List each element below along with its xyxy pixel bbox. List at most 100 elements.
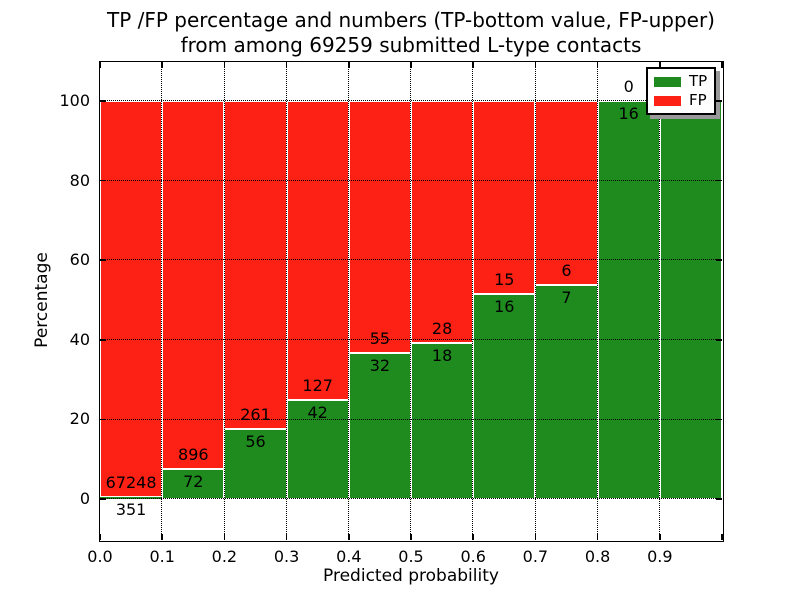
x-tick-mark [410,534,412,540]
y-tick-mark [716,498,722,500]
bar-segment-tp [411,343,474,499]
x-tick-label: 0.9 [647,547,673,566]
x-tick-mark [410,62,412,68]
bar-segment-tp [286,400,349,499]
y-tick-mark [100,418,106,421]
x-tick-mark [161,534,163,540]
bar-segment-tp [100,496,163,499]
legend-label-fp: FP [689,91,707,109]
y-tick-label: 60 [69,250,90,270]
gridline-horizontal [100,498,722,500]
x-tick-label: 0.5 [398,547,424,566]
bar-segment-tp [473,293,536,499]
x-tick-mark [596,534,599,540]
bar-segment-tp [535,284,598,499]
bar-label-fp: 55 [369,328,391,348]
x-tick-label: 0.7 [522,547,549,566]
gridline-horizontal [100,418,722,420]
x-tick-mark [659,534,661,540]
x-tick-mark [285,534,288,540]
y-tick-label: 0 [79,489,90,508]
y-tick-label: 40 [69,329,90,349]
bar-label-fp: 15 [494,269,515,289]
x-tick-label: 0.6 [460,547,486,566]
chart-title-line2: from among 69259 submitted L-type contac… [180,33,642,57]
y-tick-mark [716,339,722,341]
bar-label-tp: 351 [115,499,147,519]
gridline-vertical [472,62,474,540]
x-tick-mark [223,62,226,68]
gridline-horizontal [100,179,722,181]
plot-area: TP FP 67248 351 896 72 261 56 127 42 55 32 28 18 15 1… [98,60,724,542]
gridline-vertical [223,62,225,540]
bar-label-fp: 67248 [105,472,157,492]
chart-title: TP /FP percentage and numbers (TP-bottom… [90,8,732,58]
bar-segment-fp [411,101,474,344]
x-tick-mark [534,534,537,540]
y-tick-mark [100,339,106,341]
x-tick-label: 0.0 [87,547,113,566]
bar-segment-fp [535,101,598,285]
bar-label-tp: 16 [618,104,639,123]
y-tick-mark [716,259,722,261]
bar-segment-tp [597,101,660,499]
gridline-vertical [348,62,350,540]
x-tick-label: 0.3 [273,547,300,566]
x-tick-mark [659,62,661,68]
bar-label-tp: 7 [561,287,572,307]
y-tick-mark [100,100,106,102]
x-tick-label: 0.1 [149,547,175,566]
bar-label-tp: 56 [245,431,266,451]
y-tick-label: 80 [69,170,90,190]
gridline-horizontal [100,259,722,261]
bar-label-fp: 28 [431,319,453,339]
x-tick-mark [285,62,288,68]
bar-label-tp: 18 [431,346,453,366]
bar-segment-fp [473,101,536,294]
gridline-vertical [659,62,661,540]
bar-segment-fp [286,101,349,401]
legend-swatch-fp [654,95,681,106]
gridline-vertical [285,62,287,540]
y-tick-mark [716,179,722,182]
x-tick-mark [223,534,226,540]
x-tick-mark [99,534,101,540]
chart-title-line1: TP /FP percentage and numbers (TP-bottom… [107,8,715,32]
bar-segment-fp [100,101,163,497]
legend-swatch-tp [654,76,681,87]
x-tick-mark [721,534,723,540]
x-tick-label: 0.8 [584,547,611,566]
y-tick-mark [716,418,722,421]
bar-segment-fp [348,101,411,353]
gridline-horizontal [100,100,722,102]
x-tick-label: 0.2 [211,547,238,566]
y-tick-mark [716,100,722,102]
x-tick-mark [472,62,474,68]
gridline-vertical [410,62,412,540]
bar-label-tp: 16 [494,296,515,316]
bar-segment-tp [162,469,225,499]
x-tick-mark [348,62,350,68]
x-tick-mark [721,62,723,68]
legend-item-fp: FP [654,92,714,109]
legend-item-tp: TP [654,73,714,90]
x-tick-mark [348,534,350,540]
x-tick-mark [161,62,163,68]
y-tick-mark [100,498,106,500]
bar-label-fp: 261 [240,404,271,424]
gridline-horizontal [100,339,722,341]
y-tick-mark [100,259,106,261]
gridline-vertical [596,62,598,540]
x-tick-mark [472,534,474,540]
legend: TP FP [646,67,716,115]
x-tick-mark [99,62,101,68]
bar-label-fp: 896 [178,445,209,465]
legend-label-tp: TP [689,72,708,90]
bar-segment-tp [659,101,722,499]
x-tick-mark [596,62,599,68]
bar-label-fp: 127 [302,376,333,396]
gridline-vertical [161,62,163,540]
x-tick-mark [534,62,537,68]
y-tick-label: 100 [59,91,90,110]
